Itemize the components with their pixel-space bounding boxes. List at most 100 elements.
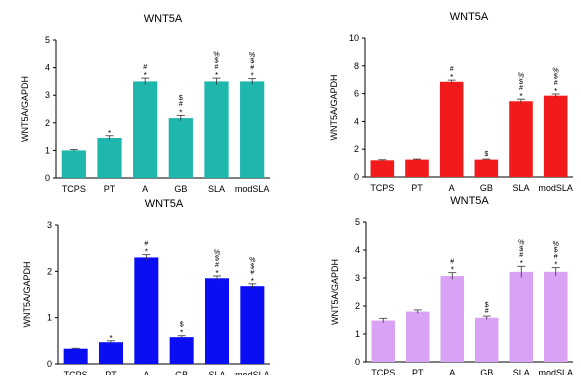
bar [475, 317, 499, 362]
significance-mark: # [485, 308, 489, 315]
chart-title: WNT5A [145, 198, 184, 210]
x-tick-label: PT [105, 370, 117, 375]
x-tick-label: A [449, 368, 455, 375]
x-tick-label: SLA [512, 183, 529, 193]
significance-mark: % [249, 52, 255, 59]
significance-mark: # [143, 64, 147, 71]
y-tick-label: 4 [354, 116, 359, 126]
x-tick-label: SLA [513, 368, 530, 375]
y-axis-label: WNT5A/GAPDH [329, 74, 339, 140]
x-tick-label: SLA [208, 184, 225, 194]
bar [97, 137, 122, 178]
chart-title: WNT5A [144, 13, 183, 25]
significance-mark: * [251, 72, 254, 81]
significance-mark: # [144, 240, 148, 247]
significance-mark: $ [554, 247, 558, 254]
y-tick-label: 3 [355, 273, 360, 283]
y-tick-label: 8 [354, 61, 359, 71]
significance-mark: $ [519, 246, 523, 253]
y-tick-label: 0 [47, 359, 52, 369]
significance-mark: % [518, 240, 524, 247]
significance-mark: # [554, 253, 558, 260]
x-tick-label: PT [104, 184, 116, 194]
y-tick-label: 6 [354, 89, 359, 99]
significance-mark: % [214, 249, 220, 256]
x-tick-label: PT [412, 368, 424, 375]
significance-mark: * [180, 329, 183, 338]
significance-mark: # [450, 258, 454, 265]
significance-mark: $ [484, 151, 488, 158]
bar [168, 118, 193, 178]
significance-mark: * [451, 266, 454, 275]
significance-mark: # [519, 252, 523, 259]
significance-mark: % [249, 257, 255, 264]
x-tick-label: modSLA [235, 184, 270, 194]
significance-mark: * [109, 334, 112, 343]
x-tick-label: modSLA [538, 368, 573, 375]
y-axis-label: WNT5A/GAPDH [20, 76, 30, 142]
x-tick-label: modSLA [235, 370, 270, 375]
significance-mark: % [213, 51, 219, 58]
bar [169, 337, 194, 364]
bar [61, 150, 86, 178]
significance-mark: $ [179, 95, 183, 102]
x-tick-label: TCPS [370, 183, 394, 193]
y-axis-label: WNT5A/GAPDH [330, 259, 340, 325]
bar [134, 257, 159, 364]
bar [370, 160, 395, 177]
x-tick-label: SLA [208, 370, 225, 375]
y-tick-label: 3 [47, 220, 52, 230]
bar [544, 271, 568, 362]
significance-mark: # [519, 85, 523, 92]
bar [509, 271, 533, 362]
significance-mark: * [144, 71, 147, 80]
bar [63, 348, 88, 364]
significance-mark: # [250, 64, 254, 71]
significance-mark: $ [250, 58, 254, 65]
chart-title: WNT5A [450, 11, 489, 23]
x-tick-label: GB [174, 184, 187, 194]
significance-mark: * [215, 71, 218, 80]
bar [98, 342, 124, 364]
significance-mark: $ [554, 74, 558, 81]
significance-mark: $ [215, 58, 219, 65]
y-tick-label: 0 [354, 172, 359, 182]
bar [240, 81, 265, 178]
significance-mark: * [215, 269, 218, 278]
y-tick-label: 3 [45, 90, 50, 100]
significance-mark: # [250, 270, 254, 277]
significance-mark: * [145, 248, 148, 257]
significance-mark: $ [180, 322, 184, 329]
x-tick-label: modSLA [538, 183, 573, 193]
significance-mark: $ [250, 263, 254, 270]
x-tick-label: TCPS [64, 370, 88, 375]
significance-mark: * [520, 259, 523, 268]
y-tick-label: 4 [355, 245, 360, 255]
y-tick-label: 2 [45, 118, 50, 128]
significance-mark: * [554, 261, 557, 270]
y-tick-label: 0 [355, 357, 360, 367]
significance-mark: * [108, 129, 111, 138]
significance-mark: * [519, 92, 522, 101]
y-tick-label: 2 [47, 266, 52, 276]
y-tick-label: 4 [45, 63, 50, 73]
x-tick-label: GB [175, 370, 188, 375]
y-tick-label: 1 [47, 313, 52, 323]
significance-mark: * [450, 73, 453, 82]
x-tick-label: GB [480, 183, 493, 193]
bar [204, 278, 230, 364]
x-tick-label: GB [480, 368, 493, 375]
significance-mark: # [215, 64, 219, 71]
x-tick-label: PT [411, 183, 423, 193]
bar [133, 81, 158, 178]
significance-mark: $ [519, 79, 523, 86]
y-tick-label: 2 [355, 301, 360, 311]
significance-mark: * [554, 87, 557, 96]
x-tick-label: TCPS [62, 184, 86, 194]
y-tick-label: 10 [349, 33, 359, 43]
x-tick-label: A [143, 370, 149, 375]
bar [509, 101, 533, 177]
